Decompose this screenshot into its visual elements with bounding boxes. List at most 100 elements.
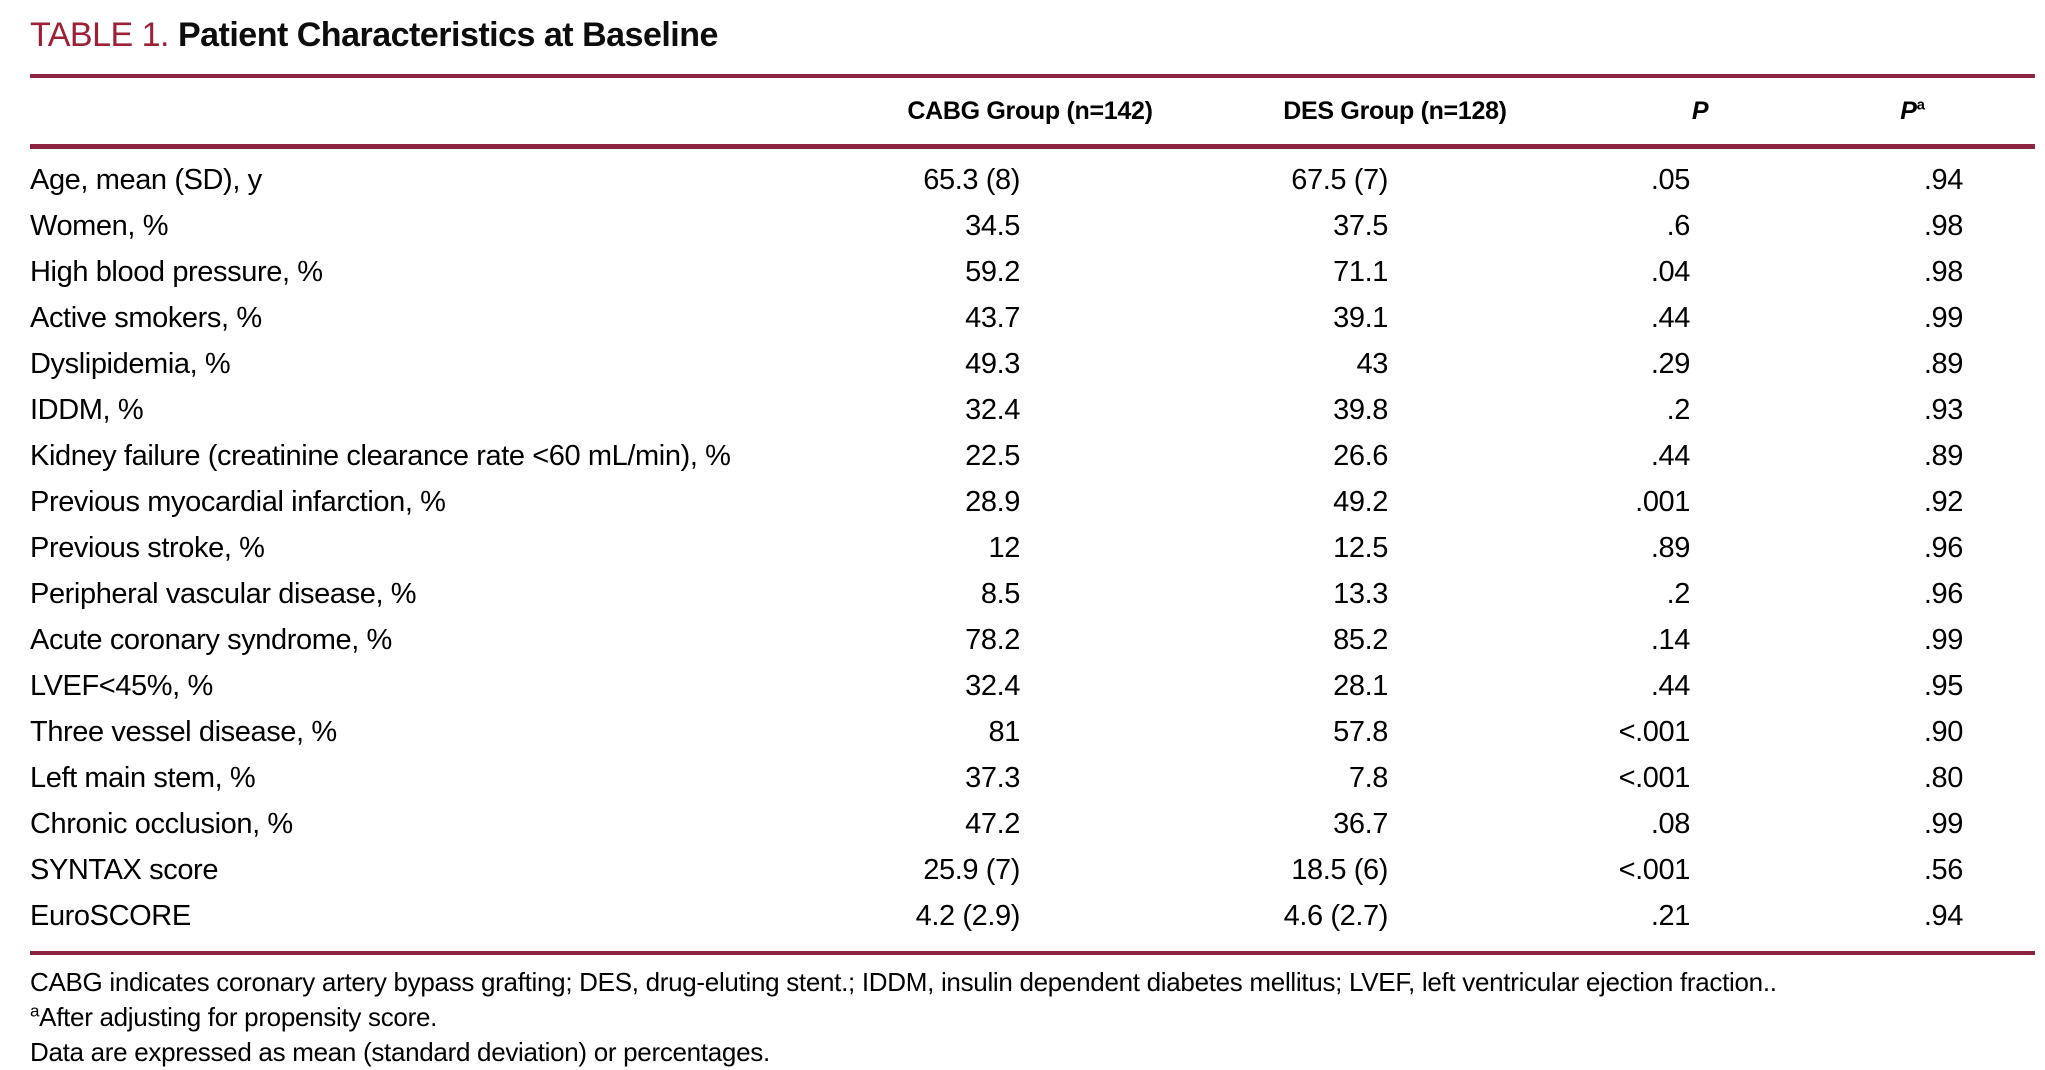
cell-des: 37.5 <box>1333 209 1388 242</box>
table-row: High blood pressure, % 59.2 71.1 .04 .98 <box>30 249 2035 295</box>
table-row: Previous stroke, % 12 12.5 .89 .96 <box>30 525 2035 571</box>
table-row: Active smokers, % 43.7 39.1 .44 .99 <box>30 295 2035 341</box>
cell-label: Kidney failure (creatinine clearance rat… <box>30 439 731 472</box>
cell-des: 36.7 <box>1333 807 1388 840</box>
footnote-text: Data are expressed as mean (standard dev… <box>30 1037 770 1067</box>
cell-pa: .56 <box>1923 853 1964 886</box>
cell-des: 39.8 <box>1333 393 1388 426</box>
cell-p: .44 <box>1650 669 1691 702</box>
cell-label: Previous stroke, % <box>30 531 265 564</box>
table-row: SYNTAX score 25.9 (7) 18.5 (6) <.001 .56 <box>30 847 2035 893</box>
cell-label: Previous myocardial infarction, % <box>30 485 446 518</box>
cell-cabg: 78.2 <box>965 623 1020 656</box>
cell-cabg: 65.3 (8) <box>923 163 1020 196</box>
cell-label: Dyslipidemia, % <box>30 347 231 380</box>
table-row: Left main stem, % 37.3 7.8 <.001 .80 <box>30 755 2035 801</box>
cell-cabg: 43.7 <box>965 301 1020 334</box>
cell-label: SYNTAX score <box>30 853 219 886</box>
cell-pa: .96 <box>1923 531 1964 564</box>
table-title: TABLE 1. Patient Characteristics at Base… <box>30 14 2035 56</box>
table-row: EuroSCORE 4.2 (2.9) 4.6 (2.7) .21 .94 <box>30 893 2035 939</box>
cell-pa: .98 <box>1923 255 1964 288</box>
header-row: CABG Group (n=142) DES Group (n=128) P P… <box>30 74 2035 149</box>
cell-cabg: 49.3 <box>965 347 1020 380</box>
cell-label: EuroSCORE <box>30 899 191 932</box>
cell-label: LVEF<45%, % <box>30 669 213 702</box>
column-header-des: DES Group (n=128) <box>1180 74 1610 149</box>
cell-label: High blood pressure, % <box>30 255 323 288</box>
table-body: Age, mean (SD), y 65.3 (8) 67.5 (7) .05 .94 W… <box>30 147 2035 940</box>
cell-label: Chronic occlusion, % <box>30 807 293 840</box>
cell-des: 18.5 (6) <box>1291 853 1388 886</box>
cell-des: 4.6 (2.7) <box>1283 899 1389 932</box>
cell-pa: .99 <box>1923 301 1964 334</box>
footnote-text: CABG indicates coronary artery bypass gr… <box>30 967 1777 997</box>
table-row: Kidney failure (creatinine clearance rat… <box>30 433 2035 479</box>
cell-pa: .94 <box>1923 899 1964 932</box>
cell-p: .2 <box>1666 393 1691 426</box>
cell-pa: .99 <box>1923 807 1964 840</box>
cell-des: 49.2 <box>1333 485 1388 518</box>
cell-p: .44 <box>1650 439 1691 472</box>
p-superscript-a: a <box>1916 96 1925 114</box>
cell-label: Left main stem, % <box>30 761 256 794</box>
cell-p: .6 <box>1666 209 1691 242</box>
column-header-empty <box>30 74 880 149</box>
cell-des: 39.1 <box>1333 301 1388 334</box>
column-header-cabg: CABG Group (n=142) <box>880 74 1180 149</box>
cell-pa: .92 <box>1923 485 1964 518</box>
table-row: Age, mean (SD), y 65.3 (8) 67.5 (7) .05 .94 <box>30 147 2035 204</box>
cell-label: Active smokers, % <box>30 301 262 334</box>
table-row: Chronic occlusion, % 47.2 36.7 .08 .99 <box>30 801 2035 847</box>
cell-cabg: 25.9 (7) <box>923 853 1020 886</box>
cell-des: 13.3 <box>1333 577 1388 610</box>
footnote-data-expression: Data are expressed as mean (standard dev… <box>30 1035 2035 1070</box>
cell-des: 43 <box>1356 347 1389 380</box>
footnotes: CABG indicates coronary artery bypass gr… <box>30 965 2035 1070</box>
cell-des: 57.8 <box>1333 715 1388 748</box>
p-italic: P <box>1900 96 1917 125</box>
cell-p: .04 <box>1650 255 1691 288</box>
cell-pa: .89 <box>1923 439 1964 472</box>
cell-p: .89 <box>1650 531 1691 564</box>
cell-des: 67.5 (7) <box>1291 163 1388 196</box>
cell-p: .05 <box>1650 163 1691 196</box>
cell-des: 71.1 <box>1333 255 1388 288</box>
bottom-rule <box>30 951 2035 955</box>
cell-p: .14 <box>1650 623 1691 656</box>
table-row: Three vessel disease, % 81 57.8 <.001 .90 <box>30 709 2035 755</box>
cell-label: IDDM, % <box>30 393 144 426</box>
cell-label: Acute coronary syndrome, % <box>30 623 392 656</box>
table-row: Previous myocardial infarction, % 28.9 49.… <box>30 479 2035 525</box>
cell-pa: .96 <box>1923 577 1964 610</box>
table-number: TABLE 1. <box>30 16 170 54</box>
cell-cabg: 59.2 <box>965 255 1020 288</box>
cell-cabg: 81 <box>988 715 1021 748</box>
cell-des: 28.1 <box>1333 669 1388 702</box>
cell-pa: .80 <box>1923 761 1964 794</box>
cell-cabg: 37.3 <box>965 761 1020 794</box>
cell-cabg: 32.4 <box>965 669 1020 702</box>
cell-label: Peripheral vascular disease, % <box>30 577 417 610</box>
cell-p: <.001 <box>1618 715 1691 748</box>
footnote-propensity-adjustment: aAfter adjusting for propensity score. <box>30 1000 2035 1035</box>
cell-p: .44 <box>1650 301 1691 334</box>
cell-pa: .94 <box>1923 163 1964 196</box>
cell-pa: .93 <box>1923 393 1964 426</box>
cell-p: <.001 <box>1618 761 1691 794</box>
p-italic: P <box>1691 96 1709 125</box>
cell-cabg: 32.4 <box>965 393 1020 426</box>
cell-cabg: 34.5 <box>965 209 1020 242</box>
cell-p: .2 <box>1666 577 1691 610</box>
cell-des: 26.6 <box>1333 439 1388 472</box>
table-row: Acute coronary syndrome, % 78.2 85.2 .14 .99 <box>30 617 2035 663</box>
cell-des: 85.2 <box>1333 623 1388 656</box>
cell-pa: .95 <box>1923 669 1964 702</box>
baseline-characteristics-table: CABG Group (n=142) DES Group (n=128) P P… <box>30 74 2035 939</box>
table-row: Peripheral vascular disease, % 8.5 13.3 .2.… <box>30 571 2035 617</box>
table-row: IDDM, % 32.4 39.8 .2 .93 <box>30 387 2035 433</box>
footnote-superscript: a <box>30 1001 40 1021</box>
cell-cabg: 28.9 <box>965 485 1020 518</box>
cell-des: 7.8 <box>1348 761 1389 794</box>
cell-cabg: 22.5 <box>965 439 1020 472</box>
